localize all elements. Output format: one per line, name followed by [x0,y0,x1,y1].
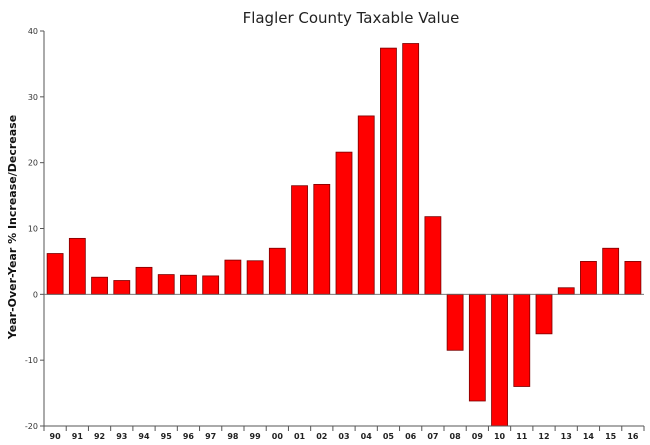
bar-90 [46,253,64,295]
bar-12 [535,293,553,335]
x-tick-label: 95 [161,432,173,441]
x-tick-label: 07 [427,432,438,441]
x-tick-label: 12 [538,432,549,441]
bar-13 [557,287,575,295]
x-tick-label: 93 [116,432,127,441]
bar-14 [580,261,597,295]
x-tick-label: 09 [472,432,484,441]
x-tick-label: 10 [494,432,506,441]
bar-10 [491,293,508,427]
x-tick-label: 00 [272,432,284,441]
bars [46,43,642,427]
bar-11 [513,293,531,387]
x-tick-label: 03 [338,432,349,441]
y-tick-label: 20 [28,159,38,168]
bar-95 [157,274,175,295]
x-tick-label: 14 [583,432,595,441]
bar-98 [224,259,242,295]
x-tick-label: 16 [627,432,639,441]
x-tick-label: 04 [361,432,373,441]
x-tick-label: 94 [138,432,150,441]
y-tick-label: 0 [33,290,38,299]
x-tick-label: 91 [72,432,84,441]
bar-94 [135,266,153,295]
bar-97 [202,275,220,295]
x-tick-label: 06 [405,432,417,441]
x-tick-label: 01 [294,432,306,441]
x-tick-label: 08 [450,432,462,441]
y-tick-label: -20 [25,422,38,431]
bar-15 [602,247,620,295]
bar-93 [113,280,131,295]
axes [43,31,644,427]
bar-08 [446,293,464,351]
x-tick-label: 92 [94,432,105,441]
bar-03 [335,151,353,295]
bar-04 [357,115,375,295]
x-tick-label: 98 [227,432,239,441]
x-tick-label: 02 [316,432,327,441]
x-tick-label: 11 [516,432,528,441]
y-tick-label: 40 [28,27,38,36]
bar-02 [313,183,331,295]
x-tick-label: 90 [50,432,62,441]
y-axis-ticks: -20 -10 0 10 20 30 40 [25,27,44,431]
bar-01 [291,185,308,295]
y-tick-label: 30 [28,93,38,102]
chart-title: Flagler County Taxable Value [243,9,460,27]
x-tick-label: 96 [183,432,195,441]
y-axis-label: Year-Over-Year % Increase/Decrease [6,115,19,340]
bar-96 [180,274,197,295]
x-tick-label: 99 [250,432,262,441]
bar-16 [624,261,642,295]
x-tick-label: 15 [605,432,617,441]
bar-07 [424,216,442,295]
bar-92 [91,276,108,295]
bar-05 [380,47,397,295]
y-tick-label: -10 [25,356,38,365]
x-tick-label: 05 [383,432,395,441]
bar-00 [268,247,286,295]
bar-91 [68,237,86,295]
bar-06 [402,43,420,295]
bar-09 [468,293,486,402]
bar-99 [246,260,264,295]
y-tick-label: 10 [28,225,38,234]
x-axis-ticks: 90 91 92 93 94 95 96 97 98 99 00 01 02 03 04 05 06 07 08 09… [43,426,645,441]
x-tick-label: 13 [561,432,572,441]
x-tick-label: 97 [205,432,216,441]
